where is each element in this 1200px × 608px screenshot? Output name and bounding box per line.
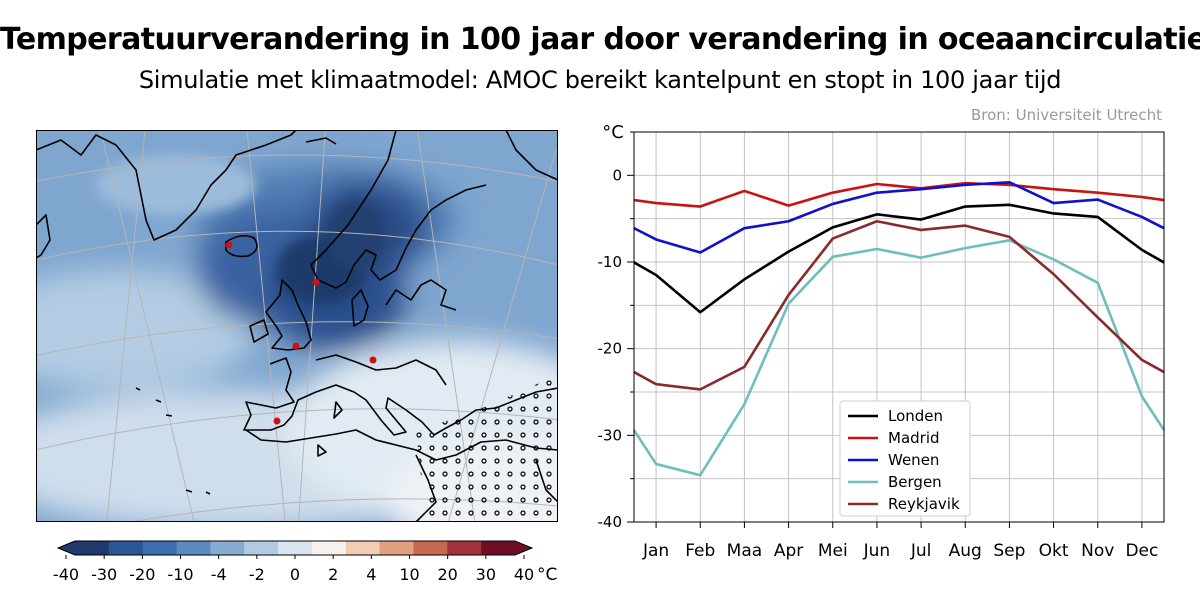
colorbar-cell — [345, 541, 381, 555]
legend: Londen Madrid Wenen Bergen Reykjavik — [839, 400, 971, 517]
colorbar-cell — [176, 541, 211, 555]
colorbar-cell — [75, 541, 110, 555]
series-line-bergen — [632, 239, 1166, 477]
colorbar-tick-label: -20 — [129, 565, 155, 584]
x-tick-label: Maa — [727, 541, 763, 561]
x-tick-label: Aug — [949, 541, 982, 561]
series-line-reykjavik — [633, 219, 1165, 391]
plot-frame — [633, 131, 1165, 523]
colorbar-cells — [56, 540, 534, 556]
colorbar-cell — [481, 541, 516, 555]
x-tick-label: Jul — [910, 541, 932, 561]
line-chart: 0 -10 -20 -30 -40 Jan Feb Maa Apr Mei Jun Jul Aug Se… — [598, 122, 1166, 561]
chart-subtitle: Simulatie met klimaatmodel: AMOC bereikt… — [138, 66, 1062, 94]
colorbar-tick-label: 0 — [290, 565, 300, 584]
chart-series — [632, 180, 1166, 477]
colorbar-tick-label: -2 — [249, 565, 265, 584]
colorbar-unit: °C — [537, 565, 557, 585]
colorbar-cell — [379, 541, 414, 555]
map-frame — [36, 130, 558, 522]
series-line-londen — [633, 203, 1165, 314]
series-line-madrid — [633, 181, 1165, 208]
y-tick-label: -10 — [598, 253, 623, 271]
source-label: Bron: Universiteit Utrecht — [970, 106, 1162, 124]
legend-label: Reykjavik — [888, 495, 960, 513]
temperature-change-map — [36, 130, 558, 522]
map-field — [36, 130, 558, 522]
legend-label: Madrid — [888, 429, 940, 447]
colorbar-tick-label: 2 — [328, 565, 338, 584]
y-tick-label: -30 — [598, 426, 623, 444]
city-marker-wenen — [369, 356, 377, 364]
colorbar-cell — [210, 541, 245, 555]
x-tick-label: Jun — [863, 541, 891, 561]
y-tick-label: -40 — [598, 513, 623, 531]
x-tick-label: Dec — [1125, 541, 1158, 561]
colorbar: -40 -30 -20 -10 -4 -2 0 2 4 10 20 30 40 °C — [53, 540, 557, 585]
colorbar-outline — [56, 540, 534, 556]
legend-label: Bergen — [888, 473, 942, 491]
city-marker-reykjavik — [225, 241, 233, 249]
city-markers — [225, 241, 377, 425]
colorbar-cell — [108, 541, 144, 555]
colorbar-cell — [413, 541, 448, 555]
colorbar-cell — [447, 541, 482, 555]
hatched-region — [416, 375, 558, 522]
x-tick-label: Sep — [993, 541, 1025, 561]
colorbar-tick-label: 40 — [514, 565, 534, 584]
graticule — [36, 130, 558, 522]
x-tick-label: Feb — [685, 541, 715, 561]
series-line-wenen — [633, 180, 1165, 254]
colorbar-tick-label: 4 — [366, 565, 376, 584]
colorbar-tick-label: -4 — [211, 565, 227, 584]
colorbar-tick-label: 30 — [476, 565, 496, 584]
city-marker-londen — [292, 342, 300, 350]
x-tick-label: Apr — [774, 541, 803, 561]
y-tick-label: -20 — [598, 340, 623, 358]
colorbar-cell — [142, 541, 178, 555]
legend-label: Londen — [888, 407, 943, 425]
x-tick-label: Mei — [818, 541, 848, 561]
coastlines — [36, 130, 558, 522]
colorbar-tick-label: 10 — [399, 565, 419, 584]
colorbar-tick-label: 20 — [437, 565, 457, 584]
colorbar-extend-low — [58, 541, 75, 555]
colorbar-extend-high — [515, 541, 532, 555]
y-axis-ticks: 0 -10 -20 -30 -40 — [598, 131, 634, 531]
city-marker-bergen — [312, 278, 320, 286]
colorbar-tick-label: -30 — [91, 565, 117, 584]
colorbar-tick-label: -10 — [167, 565, 193, 584]
x-tick-label: Okt — [1039, 541, 1069, 561]
chart-title: Temperatuurverandering in 100 jaar door … — [0, 22, 1200, 57]
x-axis-ticks: Jan Feb Maa Apr Mei Jun Jul Aug Sep Okt Nov Dec — [642, 522, 1158, 561]
x-tick-label: Nov — [1081, 541, 1114, 561]
legend-label: Wenen — [888, 451, 939, 469]
colorbar-cell — [278, 541, 313, 555]
colorbar-cell — [244, 541, 279, 555]
y-tick-label: 0 — [612, 166, 622, 184]
colorbar-tick-label: -40 — [53, 565, 79, 584]
city-marker-madrid — [273, 417, 281, 425]
legend-box — [839, 400, 971, 517]
y-axis-label: °C — [602, 122, 624, 143]
colorbar-ticks: -40 -30 -20 -10 -4 -2 0 2 4 10 20 30 40 — [53, 555, 534, 584]
x-tick-label: Jan — [642, 541, 669, 561]
colorbar-cell — [311, 541, 347, 555]
